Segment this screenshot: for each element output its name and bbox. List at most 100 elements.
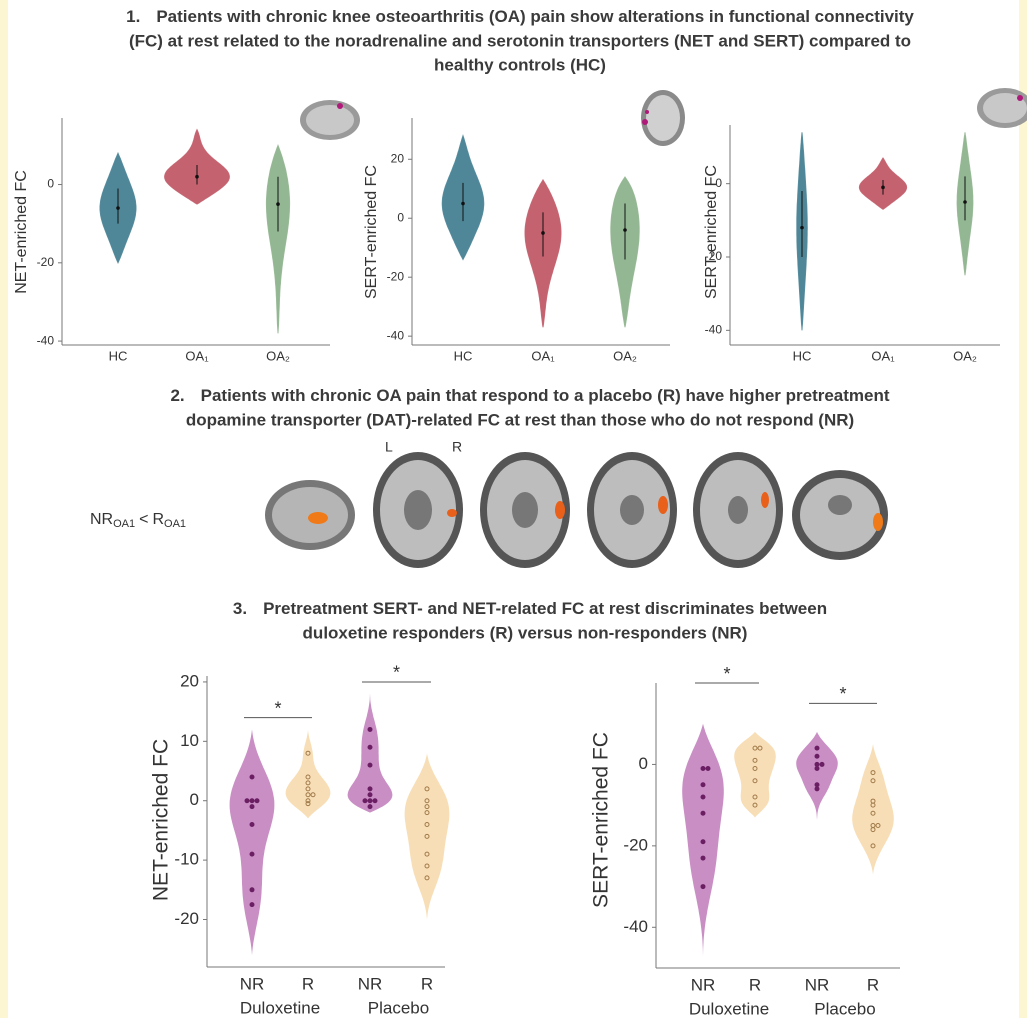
y-tick-label: -40 [37, 333, 55, 347]
y-axis-label: SERT-enriched FC [590, 732, 613, 908]
violin [286, 729, 331, 818]
x-tick-label: OA₁ [531, 348, 555, 363]
y-axis-label: NET-enriched FC [13, 170, 30, 294]
data-point [245, 799, 249, 803]
title-line: dopamine transporter (DAT)-related FC at… [186, 410, 854, 429]
hemisphere-label: R [452, 439, 462, 455]
data-point [815, 787, 819, 791]
median-dot [800, 226, 804, 230]
title-line: duloxetine responders (R) versus non-res… [303, 623, 748, 642]
violin [852, 744, 894, 874]
data-point [701, 856, 705, 860]
x-tick-label: NR [240, 974, 265, 993]
y-tick-label: -20 [387, 269, 405, 283]
median-dot [623, 228, 627, 232]
x-tick-label: NR [358, 974, 383, 993]
group-label: Duloxetine [240, 998, 320, 1017]
title-line: (FC) at rest related to the noradrenalin… [129, 31, 911, 50]
median-dot [881, 186, 885, 190]
significance-label: * [839, 684, 846, 704]
data-point [250, 903, 254, 907]
title-line: Pretreatment SERT- and NET-related FC at… [263, 599, 827, 618]
x-tick-label: OA₁ [871, 348, 895, 363]
brain-images [265, 452, 888, 568]
page: 1.Patients with chronic knee osteoarthri… [0, 0, 1027, 1018]
significance-label: * [274, 698, 281, 718]
median-dot [541, 231, 545, 235]
violin [266, 145, 289, 333]
x-tick-label: OA₂ [266, 348, 290, 363]
y-tick-label: 0 [397, 210, 404, 224]
data-point [368, 763, 372, 767]
y-tick-label: -20 [623, 835, 648, 854]
x-tick-label: OA₂ [613, 348, 637, 363]
y-tick-label: 20 [391, 151, 405, 165]
x-tick-label: OA₁ [185, 348, 209, 363]
contrast-sub: OA1 [164, 518, 186, 530]
y-axis-label: SERT-enriched FC [703, 165, 720, 299]
data-point [701, 885, 705, 889]
y-tick-label: 0 [639, 754, 648, 773]
section-title: 2.Patients with chronic OA pain that res… [170, 386, 889, 405]
violin [734, 732, 776, 818]
margin [0, 0, 8, 1018]
y-tick-label: 0 [47, 177, 54, 191]
data-point [250, 799, 254, 803]
median-dot [276, 202, 280, 206]
y-axis-label: NET-enriched FC [150, 739, 173, 901]
y-tick-label: -40 [705, 323, 723, 337]
significance-label: * [723, 664, 730, 684]
data-point [368, 805, 372, 809]
y-tick-label: 20 [180, 671, 199, 690]
median-dot [195, 175, 199, 179]
data-point [250, 775, 254, 779]
data-point [701, 767, 705, 771]
data-point [368, 799, 372, 803]
y-tick-label: 10 [180, 731, 199, 750]
median-dot [963, 200, 967, 204]
data-point [363, 799, 367, 803]
section-title: 1.Patients with chronic knee osteoarthri… [126, 7, 914, 26]
x-tick-label: R [421, 974, 433, 993]
data-point [250, 822, 254, 826]
data-point [368, 727, 372, 731]
hemisphere-label: L [385, 439, 393, 455]
data-point [815, 754, 819, 758]
section-number: 2. [170, 386, 184, 405]
margin [1019, 0, 1027, 1018]
data-point [250, 888, 254, 892]
data-point [815, 783, 819, 787]
data-point [701, 840, 705, 844]
contrast-label: NROA1<ROA1 [90, 511, 186, 530]
section-number: 3. [233, 599, 247, 618]
group-label: Placebo [368, 998, 429, 1017]
x-tick-label: NR [805, 975, 830, 994]
median-dot [461, 202, 465, 206]
significance-label: * [393, 663, 400, 683]
group-label: Duloxetine [689, 999, 769, 1018]
y-tick-label: 0 [190, 790, 199, 809]
brain-icon [300, 88, 1027, 146]
contrast-text: NR [90, 511, 113, 528]
figure: 1.Patients with chronic knee osteoarthri… [0, 0, 1027, 1018]
data-point [368, 793, 372, 797]
section-title: 3. Pretreatment SERT- and NET-related FC … [233, 599, 827, 618]
violin [230, 729, 275, 955]
data-point [706, 767, 710, 771]
data-point [250, 852, 254, 856]
group-label: Placebo [814, 999, 875, 1018]
x-tick-label: NR [691, 975, 716, 994]
median-dot [116, 206, 120, 210]
data-point [368, 745, 372, 749]
x-tick-label: HC [109, 348, 128, 363]
data-point [255, 799, 259, 803]
contrast-text: R [152, 511, 164, 528]
data-point [250, 805, 254, 809]
data-point [820, 762, 824, 766]
violin [796, 732, 838, 822]
title-line: Patients with chronic knee osteoarthriti… [156, 7, 914, 26]
violin [405, 753, 450, 919]
data-point [701, 811, 705, 815]
y-tick-label: -40 [623, 917, 648, 936]
x-tick-label: HC [454, 348, 473, 363]
